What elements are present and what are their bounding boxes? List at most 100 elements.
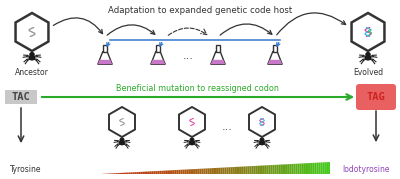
Polygon shape: [290, 164, 292, 174]
Polygon shape: [136, 172, 138, 174]
Polygon shape: [219, 168, 221, 174]
Text: TAC: TAC: [12, 92, 30, 102]
Polygon shape: [270, 165, 272, 174]
Polygon shape: [252, 166, 253, 174]
Polygon shape: [127, 173, 129, 174]
FancyArrowPatch shape: [42, 94, 352, 100]
Polygon shape: [234, 167, 236, 174]
Polygon shape: [138, 172, 140, 174]
Polygon shape: [265, 165, 267, 174]
Polygon shape: [131, 172, 132, 174]
Polygon shape: [211, 168, 213, 174]
Polygon shape: [213, 168, 215, 174]
Polygon shape: [236, 167, 238, 174]
Polygon shape: [114, 173, 115, 174]
Polygon shape: [160, 171, 161, 174]
Polygon shape: [121, 173, 123, 174]
Polygon shape: [274, 165, 276, 174]
Polygon shape: [161, 171, 163, 174]
FancyBboxPatch shape: [356, 84, 396, 110]
Polygon shape: [158, 171, 160, 174]
Bar: [103, 45, 107, 52]
Polygon shape: [230, 167, 232, 174]
Polygon shape: [249, 107, 275, 137]
Polygon shape: [217, 168, 219, 174]
Polygon shape: [272, 165, 274, 174]
Polygon shape: [328, 162, 330, 174]
Polygon shape: [315, 163, 316, 174]
Text: Ancestor: Ancestor: [15, 68, 49, 77]
Text: Tyrosine: Tyrosine: [10, 166, 42, 175]
Polygon shape: [322, 162, 324, 174]
Polygon shape: [267, 165, 269, 174]
Polygon shape: [200, 169, 202, 174]
Polygon shape: [192, 169, 194, 174]
Polygon shape: [288, 164, 290, 174]
Text: ...: ...: [182, 51, 194, 61]
Polygon shape: [112, 173, 114, 174]
Polygon shape: [188, 169, 190, 174]
Polygon shape: [282, 164, 284, 174]
Ellipse shape: [190, 141, 194, 145]
Polygon shape: [142, 172, 144, 174]
Polygon shape: [278, 165, 280, 174]
Polygon shape: [276, 165, 278, 174]
Polygon shape: [303, 163, 305, 174]
Polygon shape: [238, 167, 240, 174]
Text: Beneficial mutation to reassigned codon: Beneficial mutation to reassigned codon: [116, 84, 278, 93]
Polygon shape: [284, 164, 286, 174]
Ellipse shape: [30, 56, 34, 60]
Polygon shape: [177, 170, 178, 174]
Circle shape: [30, 53, 34, 57]
Polygon shape: [108, 173, 110, 174]
Polygon shape: [268, 60, 282, 64]
Polygon shape: [261, 166, 263, 174]
Polygon shape: [307, 163, 309, 174]
Polygon shape: [152, 171, 154, 174]
Bar: [216, 45, 220, 52]
Polygon shape: [165, 171, 167, 174]
Text: Iodotyrosine: Iodotyrosine: [342, 166, 390, 175]
Ellipse shape: [366, 56, 370, 60]
Polygon shape: [132, 172, 134, 174]
FancyArrowPatch shape: [160, 42, 163, 46]
Polygon shape: [123, 173, 125, 174]
Polygon shape: [224, 167, 226, 174]
Polygon shape: [255, 166, 257, 174]
Polygon shape: [280, 165, 282, 174]
Polygon shape: [154, 171, 156, 174]
Polygon shape: [16, 13, 48, 51]
Polygon shape: [268, 52, 282, 64]
Polygon shape: [211, 60, 225, 64]
Text: ...: ...: [222, 122, 232, 132]
Polygon shape: [298, 164, 299, 174]
Polygon shape: [144, 172, 146, 174]
Polygon shape: [175, 170, 177, 174]
Polygon shape: [209, 168, 211, 174]
Polygon shape: [134, 172, 136, 174]
Polygon shape: [324, 162, 326, 174]
Polygon shape: [129, 172, 131, 174]
FancyArrowPatch shape: [107, 25, 155, 35]
Polygon shape: [146, 171, 148, 174]
Polygon shape: [269, 165, 270, 174]
Polygon shape: [244, 166, 246, 174]
Polygon shape: [125, 173, 127, 174]
Polygon shape: [163, 171, 165, 174]
Polygon shape: [232, 167, 234, 174]
Polygon shape: [253, 166, 255, 174]
Text: Evolved: Evolved: [353, 68, 383, 77]
Polygon shape: [98, 52, 112, 64]
Polygon shape: [286, 164, 288, 174]
Polygon shape: [299, 163, 301, 174]
Polygon shape: [151, 60, 165, 64]
FancyArrowPatch shape: [53, 18, 102, 34]
Ellipse shape: [260, 141, 264, 145]
Polygon shape: [250, 166, 252, 174]
Polygon shape: [259, 166, 261, 174]
Polygon shape: [316, 163, 318, 174]
Polygon shape: [318, 163, 320, 174]
Polygon shape: [182, 170, 184, 174]
Bar: [156, 45, 160, 52]
FancyArrowPatch shape: [277, 13, 346, 35]
